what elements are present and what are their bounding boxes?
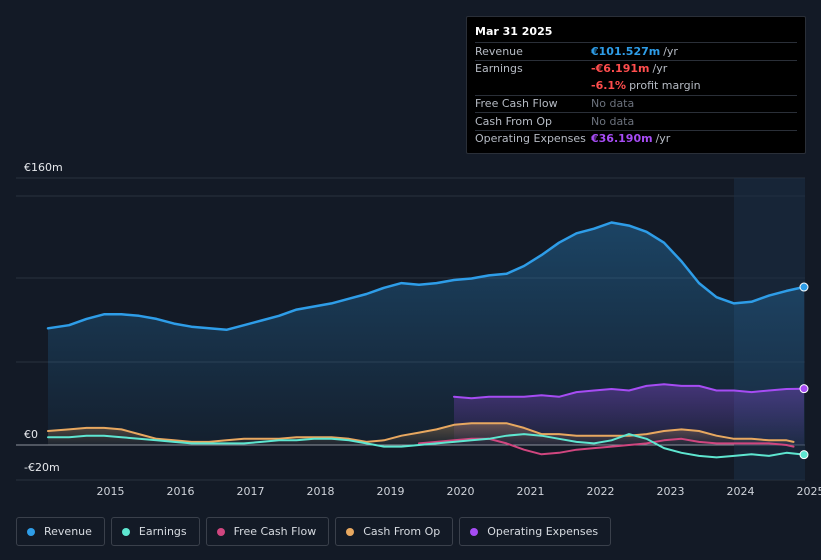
tooltip-value: €36.190m — [591, 132, 653, 146]
x-tick-label: 2022 — [587, 485, 615, 498]
series-end-marker — [799, 450, 809, 460]
legend-label: Earnings — [138, 525, 187, 538]
legend-dot-icon — [346, 527, 355, 536]
x-tick-label: 2017 — [237, 485, 265, 498]
tooltip-key: Cash From Op — [475, 114, 553, 128]
y-axis-label: €0 — [24, 428, 38, 441]
legend-label: Operating Expenses — [487, 525, 599, 538]
tooltip-unit: /yr — [655, 132, 671, 146]
legend-label: Free Cash Flow — [233, 525, 317, 538]
x-tick-label: 2018 — [307, 485, 335, 498]
tooltip-row-profit-margin: -6.1% profit margin — [475, 77, 797, 95]
tooltip-unit: /yr — [663, 44, 678, 58]
tooltip-unit: profit margin — [629, 79, 701, 93]
y-axis-labels: €160m €0 -€20m — [24, 161, 63, 474]
tooltip-key: Free Cash Flow — [475, 97, 558, 111]
series-line-operating-expenses — [453, 383, 805, 400]
series-line-cash-from-op — [47, 422, 795, 443]
series-end-marker — [799, 282, 809, 292]
tooltip-value: No data — [591, 97, 635, 111]
tooltip-row-revenue: Revenue €101.527m/yr — [475, 42, 797, 60]
legend-item-cash-from-op[interactable]: Cash From Op — [335, 517, 454, 546]
tooltip-row-earnings: Earnings -€6.191m/yr — [475, 59, 797, 78]
x-tick-label: 2015 — [97, 485, 125, 498]
chart: €160m €0 -€20m 2015 2016 2017 2018 2019 2020 202… — [16, 161, 821, 498]
tooltip-row-operating-expenses: Operating Expenses €36.190m/yr — [475, 129, 797, 148]
legend-item-earnings[interactable]: Earnings — [110, 517, 200, 546]
tooltip-date: Mar 31 2025 — [475, 25, 553, 38]
series-line-revenue — [46, 221, 806, 332]
legend-dot-icon — [470, 527, 479, 536]
x-tick-label: 2019 — [377, 485, 405, 498]
legend-dot-icon — [216, 527, 225, 536]
tooltip-key: Revenue — [475, 44, 523, 58]
y-axis-label: -€20m — [24, 461, 60, 474]
legend-label: Revenue — [44, 525, 92, 538]
x-tick-label: 2024 — [727, 485, 755, 498]
series-line-earnings — [47, 433, 805, 459]
series-end-marker — [799, 384, 809, 394]
legend-dot-icon — [27, 527, 35, 536]
tooltip-unit: /yr — [652, 62, 668, 76]
tooltip-value: -6.1% — [591, 79, 627, 93]
series-layer — [46, 221, 809, 460]
x-tick-label: 2021 — [517, 485, 545, 498]
tooltip-row-free-cash-flow: Free Cash Flow No data — [475, 94, 797, 113]
legend-dot-icon — [121, 527, 130, 536]
tooltip-row-cash-from-op: Cash From Op No data — [475, 112, 797, 130]
tooltip-value: -€6.191m — [591, 62, 650, 76]
chart-legend: Revenue Earnings Free Cash Flow Cash Fro… — [16, 517, 612, 546]
x-tick-label: 2020 — [447, 485, 475, 498]
x-axis-ticks: 2015 2016 2017 2018 2019 2020 2021 2022 2023 2024… — [97, 485, 821, 498]
x-tick-label: 2016 — [167, 485, 195, 498]
legend-item-free-cash-flow[interactable]: Free Cash Flow — [205, 517, 330, 546]
data-tooltip: Mar 31 2025 Revenue €101.527m/yr Earning… — [466, 16, 806, 154]
tooltip-key: Operating Expenses — [475, 132, 586, 146]
legend-item-operating-expenses[interactable]: Operating Expenses — [459, 517, 612, 546]
tooltip-value: €101.527m — [591, 44, 661, 58]
y-axis-label: €160m — [24, 161, 63, 174]
x-tick-label: 2023 — [657, 485, 685, 498]
tooltip-key: Earnings — [475, 62, 523, 76]
legend-label: Cash From Op — [363, 525, 441, 538]
x-tick-label: 2025 — [797, 485, 821, 498]
series-area-operating-expenses — [454, 384, 804, 445]
tooltip-value: No data — [591, 114, 635, 128]
series-area-cash-from-op — [48, 423, 794, 445]
legend-item-revenue[interactable]: Revenue — [16, 517, 105, 546]
